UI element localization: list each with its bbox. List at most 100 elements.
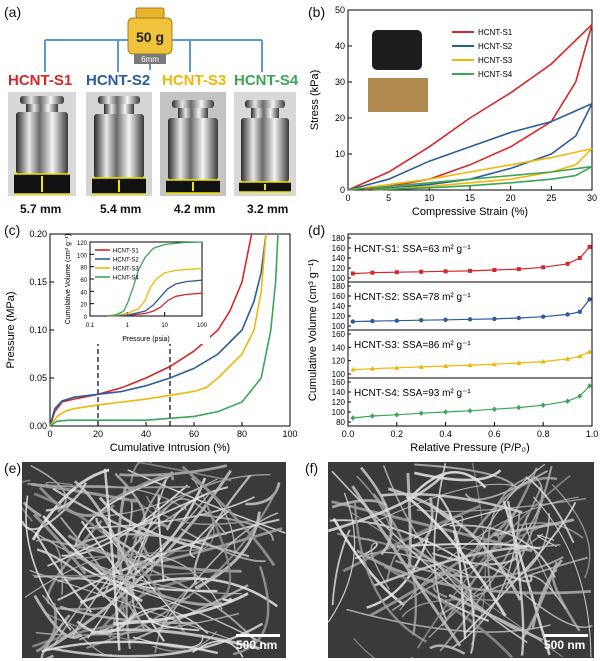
- x-tick-label: 15: [465, 193, 475, 203]
- fiber: [181, 465, 276, 567]
- y-tick-label: 10: [335, 149, 345, 159]
- fiber: [42, 515, 143, 603]
- data-point: [492, 316, 497, 322]
- legend-label: HCNT-S1: [113, 249, 139, 255]
- series-line: [347, 23, 593, 191]
- panel-label-d: (d): [308, 222, 326, 238]
- y-tick-label: 100: [77, 253, 88, 259]
- fiber: [356, 475, 394, 536]
- sem-image-f: 500 nm: [328, 462, 594, 658]
- fiber: [180, 528, 266, 563]
- x-tick-label: 0: [345, 193, 350, 203]
- fiber: [129, 584, 249, 643]
- fiber: [448, 593, 544, 642]
- fiber: [33, 513, 87, 575]
- y-axis-label: Cumulative Volume (cm³ g⁻¹): [307, 259, 319, 401]
- fiber: [29, 569, 231, 640]
- inset-series-line: [107, 267, 203, 317]
- fiber: [158, 512, 279, 632]
- thickness-s1: 5.7 mm: [20, 202, 62, 216]
- scale-label-e: 500 nm: [236, 638, 278, 652]
- x-tick-label: 5: [386, 193, 391, 203]
- data-point: [577, 353, 583, 359]
- fiber: [103, 468, 121, 651]
- inset-series-line: [107, 241, 203, 317]
- series-line: [347, 102, 593, 191]
- series-line: [49, 233, 279, 427]
- fiber: [329, 519, 469, 565]
- data-point: [350, 415, 356, 421]
- fiber: [38, 486, 115, 517]
- series-line: [352, 246, 591, 275]
- data-point: [443, 269, 448, 274]
- fiber: [133, 555, 223, 610]
- fiber: [506, 500, 525, 656]
- legend-label: HCNT-S4: [113, 276, 139, 282]
- fiber: [448, 512, 475, 654]
- weight-diameter: 6mm: [141, 55, 159, 64]
- x-axis-label: Compressive Strain (%): [412, 206, 528, 218]
- panel-a-diagram: 50 g 6mm: [8, 7, 296, 196]
- x-tick-label: 10: [424, 193, 434, 203]
- fiber: [525, 476, 575, 544]
- x-tick-label: 0.6: [488, 429, 501, 439]
- data-point: [565, 398, 570, 404]
- y-tick-label: 140: [332, 343, 346, 352]
- fiber: [119, 464, 228, 477]
- fiber: [525, 514, 557, 597]
- y-tick-label: 0: [340, 185, 345, 195]
- y-tick-label: 20: [80, 303, 87, 309]
- y-tick-label: 180: [332, 282, 346, 291]
- fiber: [25, 495, 72, 631]
- fiber: [413, 508, 502, 539]
- data-point: [577, 393, 583, 399]
- panel-label-c: (c): [4, 222, 21, 238]
- data-point: [540, 358, 546, 364]
- fiber: [35, 602, 58, 653]
- y-tick-label: 120: [332, 357, 346, 366]
- intrusion-chart: 0 20 40 60 80 1000.000.050.100.150.20Cumulati…: [5, 229, 298, 454]
- series-line: [347, 165, 593, 191]
- fiber: [414, 463, 518, 490]
- y-tick-label: 100: [332, 274, 346, 283]
- y-tick-label: 160: [332, 292, 346, 301]
- subplot-frame: [347, 281, 593, 331]
- data-point: [419, 318, 424, 323]
- x-tick-label: 30: [587, 193, 597, 203]
- data-point: [540, 402, 546, 408]
- y-tick-label: 0.20: [29, 229, 47, 239]
- data-point: [492, 406, 497, 412]
- x-tick-label: 25: [546, 193, 556, 203]
- thickness-s2: 5.4 mm: [100, 202, 142, 216]
- data-point: [565, 356, 571, 361]
- y-tick-label: 120: [77, 241, 88, 247]
- x-axis-label: Cumulative Intrusion (%): [110, 442, 230, 454]
- data-point: [565, 312, 570, 317]
- x-tick-label: 1.0: [586, 429, 599, 439]
- fiber: [366, 537, 429, 609]
- series-line: [372, 103, 593, 191]
- fiber: [132, 473, 271, 540]
- data-point: [394, 365, 400, 370]
- x-tick-label: 100: [282, 429, 297, 439]
- y-axis-label: Pressure (MPa): [5, 291, 17, 368]
- fiber: [464, 470, 549, 501]
- fiber: [433, 463, 447, 620]
- data-point: [468, 268, 472, 273]
- fiber: [432, 568, 454, 599]
- fiber: [145, 495, 251, 526]
- fiber: [475, 463, 546, 548]
- series-line: [372, 165, 593, 191]
- inset-series-line: [107, 279, 203, 317]
- fiber: [35, 538, 64, 595]
- fiber: [149, 617, 200, 632]
- y-tick-label: 40: [335, 41, 345, 51]
- legend-label: HCNT-S4: [478, 70, 513, 79]
- weight-photo-s2: [86, 92, 152, 196]
- x-tick-label: 0.1: [86, 323, 95, 329]
- y-tick-label: 100: [332, 322, 346, 331]
- fiber: [551, 484, 591, 579]
- y-tick-label: 0.00: [29, 421, 47, 431]
- data-point: [443, 363, 449, 368]
- y-tick-label: 50: [335, 5, 345, 15]
